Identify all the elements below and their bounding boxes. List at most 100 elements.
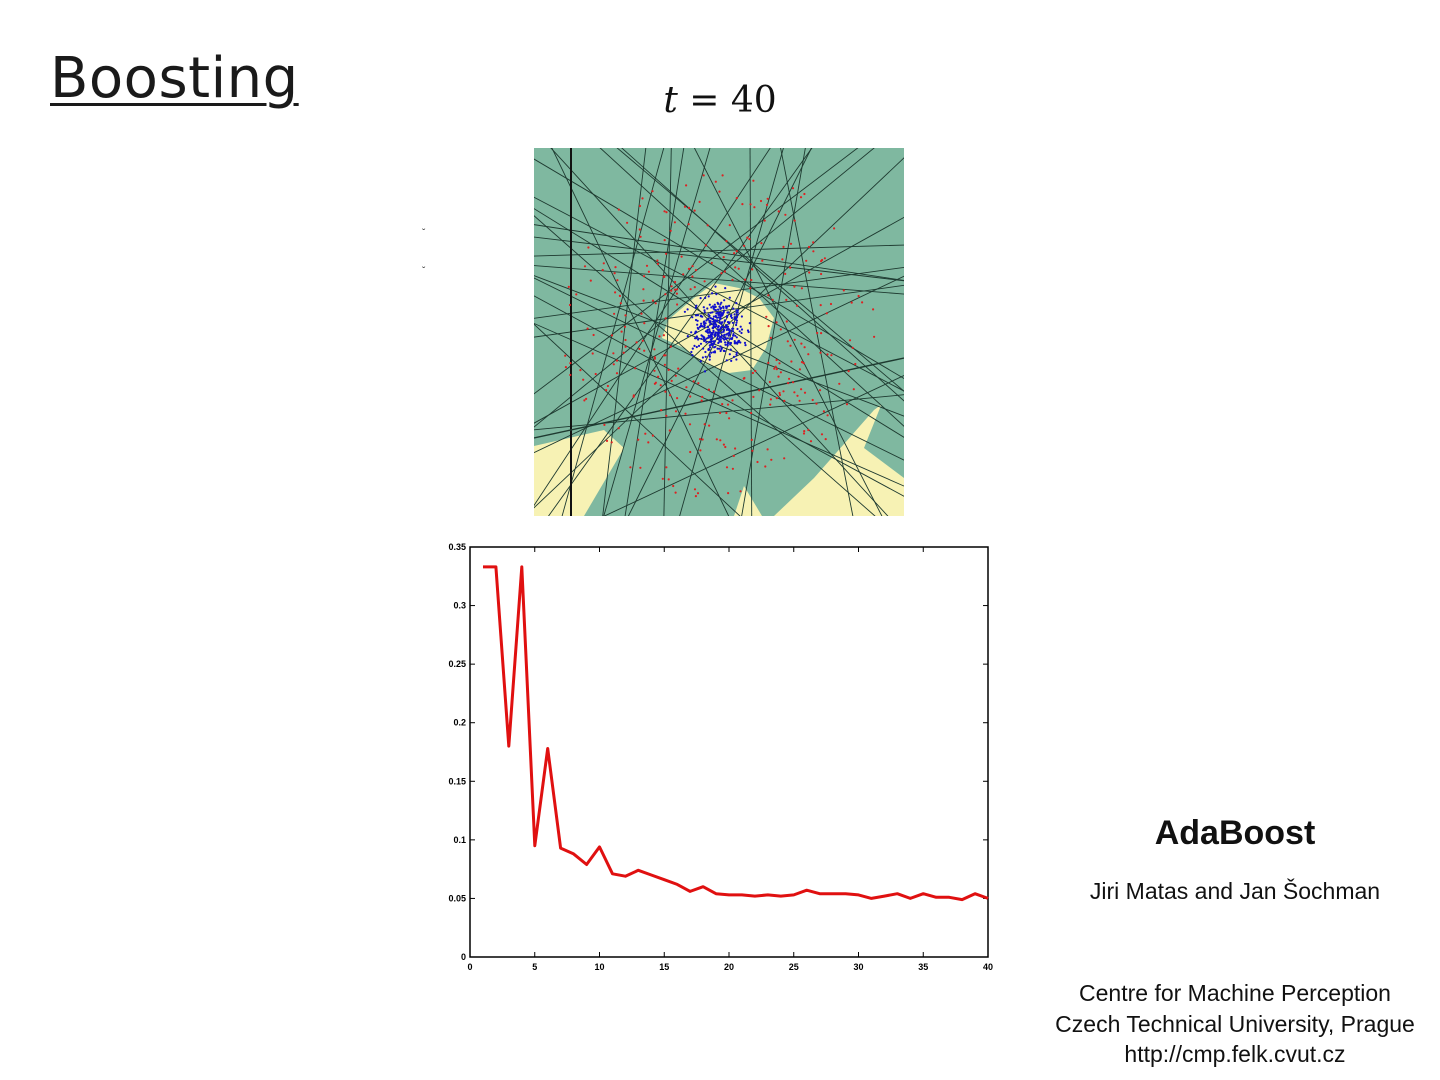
negative-sample bbox=[857, 294, 860, 298]
negative-sample bbox=[614, 291, 617, 294]
weak-classifier-line bbox=[534, 266, 904, 319]
negative-sample bbox=[615, 372, 619, 375]
negative-sample bbox=[601, 268, 604, 272]
negative-sample bbox=[790, 360, 793, 363]
weak-classifier-line bbox=[534, 215, 876, 516]
negative-sample bbox=[769, 336, 772, 339]
negative-sample bbox=[707, 388, 710, 391]
positive-sample bbox=[717, 326, 720, 329]
positive-sample bbox=[724, 326, 727, 329]
positive-sample bbox=[733, 342, 736, 345]
positive-sample bbox=[683, 310, 686, 313]
positive-sample bbox=[722, 309, 726, 312]
positive-sample bbox=[696, 314, 699, 317]
negative-sample bbox=[612, 363, 615, 366]
positive-sample bbox=[708, 303, 711, 306]
positive-sample bbox=[736, 327, 739, 331]
negative-sample bbox=[782, 390, 785, 393]
negative-sample bbox=[781, 258, 784, 261]
positive-sample bbox=[735, 336, 738, 339]
negative-sample bbox=[642, 288, 645, 291]
negative-sample bbox=[753, 206, 756, 209]
negative-sample bbox=[667, 478, 670, 481]
weak-classifier-line bbox=[534, 148, 771, 507]
negative-sample bbox=[589, 279, 592, 282]
negative-sample bbox=[685, 386, 688, 389]
positive-sample bbox=[694, 337, 697, 340]
negative-sample bbox=[789, 242, 793, 245]
positive-sample bbox=[713, 351, 717, 354]
negative-sample bbox=[768, 380, 771, 384]
negative-sample bbox=[610, 334, 614, 337]
negative-sample bbox=[825, 312, 828, 315]
positive-sample bbox=[711, 292, 714, 295]
positive-sample bbox=[720, 301, 723, 304]
negative-sample bbox=[765, 203, 769, 206]
negative-sample bbox=[639, 466, 642, 469]
positive-sample bbox=[703, 322, 706, 326]
positive-region bbox=[734, 486, 762, 516]
negative-sample bbox=[800, 287, 803, 290]
negative-sample bbox=[624, 314, 627, 317]
negative-sample bbox=[643, 275, 646, 278]
negative-sample bbox=[765, 315, 768, 318]
credit-institution-1: Centre for Machine Perception bbox=[1079, 980, 1391, 1006]
positive-sample bbox=[729, 341, 732, 345]
positive-sample bbox=[725, 359, 728, 362]
negative-sample bbox=[568, 303, 572, 307]
negative-sample bbox=[824, 438, 827, 441]
negative-sample bbox=[692, 380, 695, 383]
positive-sample bbox=[715, 312, 718, 315]
positive-sample bbox=[701, 315, 704, 318]
negative-sample bbox=[651, 190, 654, 193]
negative-sample bbox=[805, 259, 808, 262]
negative-sample bbox=[680, 255, 683, 258]
negative-sample bbox=[693, 488, 697, 491]
positive-sample bbox=[743, 341, 747, 344]
negative-sample bbox=[731, 467, 734, 470]
negative-sample bbox=[697, 382, 700, 385]
negative-sample bbox=[803, 192, 806, 196]
positive-sample bbox=[704, 296, 707, 299]
negative-sample bbox=[689, 450, 692, 454]
positive-sample bbox=[707, 348, 710, 351]
x-tick-label: 10 bbox=[594, 962, 604, 972]
positive-sample bbox=[711, 344, 714, 347]
negative-sample bbox=[743, 244, 746, 247]
negative-sample bbox=[775, 321, 778, 324]
negative-sample bbox=[850, 301, 853, 304]
negative-sample bbox=[674, 374, 677, 377]
negative-sample bbox=[682, 273, 685, 276]
negative-sample bbox=[770, 458, 773, 461]
negative-sample bbox=[812, 241, 815, 244]
positive-sample bbox=[712, 342, 715, 345]
positive-sample bbox=[716, 331, 719, 334]
weak-classifier-line bbox=[534, 323, 741, 516]
negative-sample bbox=[613, 312, 616, 315]
negative-sample bbox=[775, 368, 778, 371]
negative-sample bbox=[663, 354, 666, 357]
negative-sample bbox=[852, 388, 855, 391]
negative-sample bbox=[714, 180, 717, 183]
negative-sample bbox=[586, 327, 589, 330]
negative-sample bbox=[665, 211, 668, 214]
negative-sample bbox=[833, 227, 836, 230]
positive-sample bbox=[721, 313, 724, 316]
negative-sample bbox=[642, 299, 645, 302]
positive-sample bbox=[697, 344, 701, 347]
negative-sample bbox=[583, 399, 586, 402]
positive-sample bbox=[700, 322, 703, 325]
positive-sample bbox=[693, 344, 696, 347]
negative-sample bbox=[638, 228, 641, 231]
x-tick-label: 40 bbox=[983, 962, 993, 972]
negative-sample bbox=[710, 261, 713, 264]
positive-sample bbox=[710, 306, 713, 309]
negative-sample bbox=[617, 427, 620, 430]
negative-sample bbox=[838, 382, 841, 385]
negative-sample bbox=[665, 414, 668, 417]
positive-sample bbox=[702, 337, 705, 340]
negative-sample bbox=[689, 288, 692, 291]
negative-sample bbox=[669, 394, 672, 397]
plot-frame bbox=[469, 546, 989, 958]
positive-sample bbox=[735, 351, 738, 354]
